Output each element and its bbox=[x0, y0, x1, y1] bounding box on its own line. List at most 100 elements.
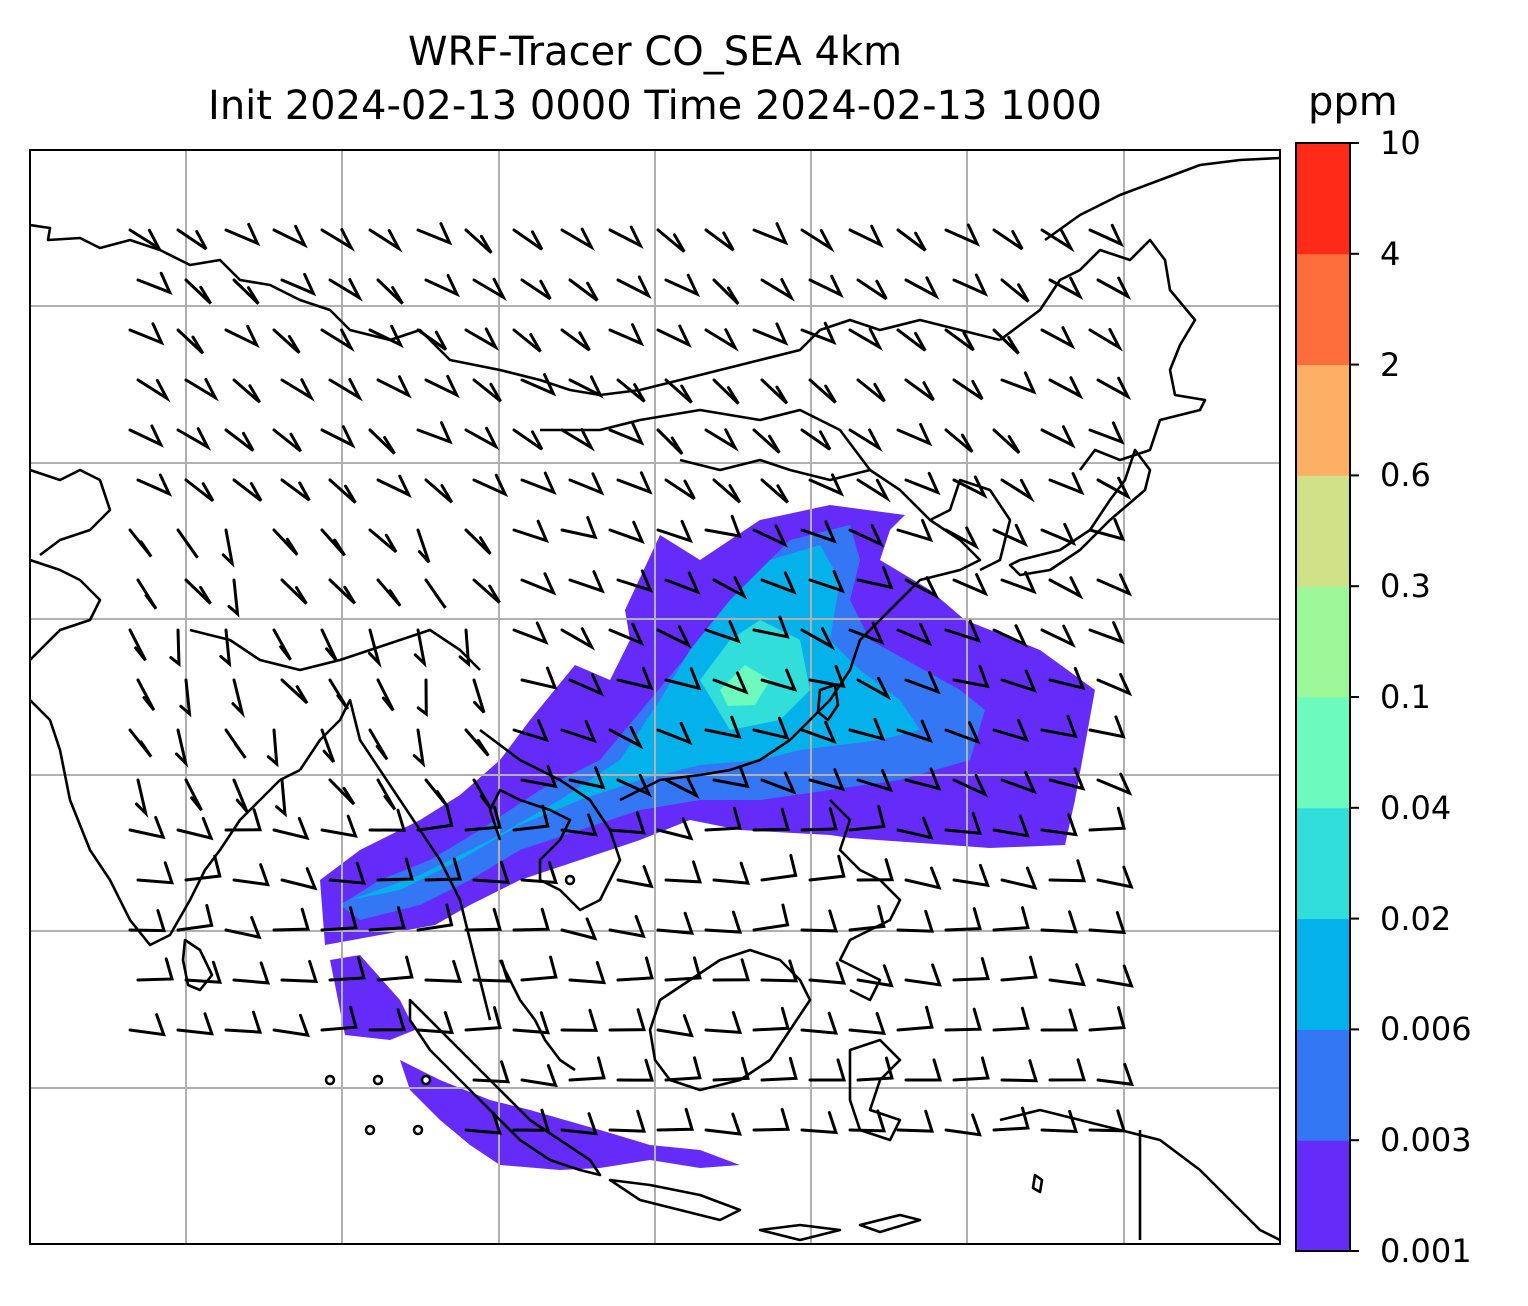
colorbar-segment bbox=[1296, 1029, 1350, 1141]
wind-barb bbox=[616, 773, 653, 798]
wind-barb bbox=[608, 914, 646, 939]
colorbar bbox=[1295, 142, 1359, 1252]
wind-barb bbox=[848, 327, 884, 352]
wind-barb bbox=[280, 378, 315, 402]
wind-barb bbox=[560, 328, 591, 352]
wind-barb bbox=[128, 909, 167, 933]
wind-barb bbox=[1088, 621, 1125, 645]
wind-barb bbox=[320, 528, 346, 557]
wind-barb bbox=[224, 1010, 263, 1034]
coast-himalaya bbox=[189, 628, 481, 672]
wind-barb bbox=[616, 471, 653, 495]
wind-barb bbox=[664, 956, 702, 982]
wind-barb bbox=[760, 278, 795, 302]
wind-barb bbox=[1040, 1008, 1079, 1032]
wind-barb bbox=[1040, 714, 1078, 739]
wind-barb bbox=[1000, 1059, 1039, 1083]
coast-china bbox=[619, 468, 982, 802]
coast-pakistan bbox=[30, 468, 112, 557]
wind-barb bbox=[1000, 570, 1037, 595]
wind-barb bbox=[856, 768, 894, 793]
wind-barb bbox=[272, 816, 310, 841]
wind-barb bbox=[560, 1008, 599, 1032]
wind-barb bbox=[512, 428, 544, 451]
wind-barb bbox=[944, 223, 981, 247]
wind-barb bbox=[856, 566, 894, 590]
wind-barb bbox=[808, 664, 846, 689]
wind-barb bbox=[136, 578, 158, 610]
wind-barb bbox=[128, 815, 166, 840]
wind-barb bbox=[184, 960, 223, 984]
wind-barb bbox=[320, 228, 355, 252]
wind-barb bbox=[472, 778, 493, 811]
wind-barb bbox=[752, 903, 790, 932]
wind-barb bbox=[1096, 276, 1132, 300]
coast-indochina bbox=[479, 728, 622, 912]
colorbar-segment bbox=[1296, 697, 1350, 809]
wind-barb bbox=[416, 222, 453, 246]
wind-barb bbox=[656, 428, 684, 456]
wind-barb bbox=[1040, 910, 1079, 934]
wind-barb bbox=[1040, 326, 1076, 350]
wind-barb bbox=[272, 224, 308, 249]
wind-barb bbox=[752, 222, 789, 246]
wind-barb bbox=[904, 767, 942, 791]
wind-barb bbox=[568, 472, 605, 496]
wind-barb bbox=[175, 728, 189, 768]
wind-barb bbox=[560, 227, 596, 252]
wind-barb bbox=[512, 1011, 551, 1035]
calm-circles bbox=[324, 874, 576, 1136]
wind-barb bbox=[752, 428, 781, 454]
wind-barb bbox=[616, 378, 646, 403]
wind-barb bbox=[136, 378, 171, 403]
wind-barb bbox=[560, 813, 598, 837]
wind-barb bbox=[368, 324, 404, 349]
tracer-region-higher bbox=[720, 665, 770, 706]
wind-barb bbox=[520, 373, 557, 397]
wind-barb bbox=[424, 857, 462, 882]
wind-barb bbox=[1040, 425, 1076, 449]
wind-barb bbox=[952, 475, 988, 499]
wind-barb bbox=[856, 478, 891, 503]
wind-barb bbox=[752, 322, 789, 346]
tracer-field bbox=[320, 505, 1095, 1170]
wind-barb bbox=[1088, 327, 1123, 352]
wind-barb bbox=[1048, 666, 1086, 691]
colorbar-tick-label: 2 bbox=[1380, 345, 1401, 384]
wind-barb bbox=[512, 519, 549, 543]
colorbar-segment bbox=[1296, 807, 1350, 920]
wind-barb bbox=[568, 375, 604, 399]
wind-barb bbox=[1048, 859, 1087, 883]
wind-barb bbox=[712, 478, 742, 504]
wind-barb bbox=[856, 278, 888, 301]
colorbar-tick-label: 0.6 bbox=[1380, 456, 1431, 495]
wind-barb bbox=[848, 621, 885, 645]
wind-barb bbox=[896, 518, 934, 543]
wind-barb bbox=[224, 808, 263, 832]
wind-barb bbox=[424, 959, 463, 983]
wind-barb bbox=[472, 860, 511, 884]
wind-barb bbox=[712, 861, 751, 885]
wind-barb bbox=[176, 1012, 214, 1036]
wind-barb bbox=[472, 1060, 511, 1084]
wind-barb bbox=[704, 514, 742, 538]
wind-barb bbox=[1088, 223, 1125, 248]
wind-barb bbox=[368, 728, 389, 761]
calm-wind-marker bbox=[412, 1124, 424, 1136]
wind-barb bbox=[176, 816, 214, 841]
wind-barb bbox=[992, 814, 1030, 838]
wind-barb bbox=[136, 473, 173, 497]
wind-barb bbox=[904, 471, 941, 496]
wind-barb bbox=[656, 911, 695, 935]
wind-barb bbox=[656, 228, 686, 253]
wind-barb bbox=[416, 1011, 455, 1035]
wind-barb bbox=[1088, 806, 1126, 832]
coast-srilanka bbox=[181, 938, 214, 992]
wind-barb bbox=[1000, 371, 1037, 395]
colorbar-tick-label: 0.006 bbox=[1380, 1010, 1472, 1049]
colorbar-tick-label: 0.3 bbox=[1380, 567, 1431, 606]
wind-barb bbox=[896, 1005, 934, 1032]
wind-barb bbox=[416, 903, 454, 932]
wind-barb bbox=[800, 321, 837, 346]
